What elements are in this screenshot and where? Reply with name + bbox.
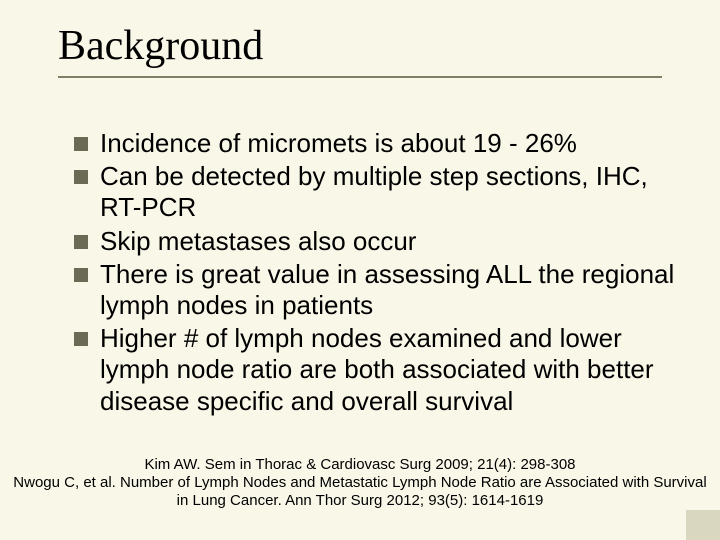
list-item: Incidence of micromets is about 19 - 26% (74, 128, 680, 159)
title-underline (58, 76, 662, 78)
bullet-text: Skip metastases also occur (100, 226, 416, 257)
bullet-text: Incidence of micromets is about 19 - 26% (100, 128, 577, 159)
square-bullet-icon (74, 332, 88, 346)
reference-line: Kim AW. Sem in Thorac & Cardiovasc Surg … (6, 456, 714, 474)
list-item: Higher # of lymph nodes examined and low… (74, 323, 680, 417)
bullet-text: Higher # of lymph nodes examined and low… (100, 323, 680, 417)
square-bullet-icon (74, 235, 88, 249)
list-item: Can be detected by multiple step section… (74, 161, 680, 223)
references-block: Kim AW. Sem in Thorac & Cardiovasc Surg … (0, 456, 720, 510)
bullet-text: Can be detected by multiple step section… (100, 161, 680, 223)
title-block: Background (58, 22, 662, 78)
list-item: Skip metastases also occur (74, 226, 680, 257)
corner-decoration (686, 510, 720, 540)
slide: Background Incidence of micromets is abo… (0, 0, 720, 540)
reference-line: Nwogu C, et al. Number of Lymph Nodes an… (6, 474, 714, 510)
list-item: There is great value in assessing ALL th… (74, 259, 680, 321)
bullet-text: There is great value in assessing ALL th… (100, 259, 680, 321)
bullet-list: Incidence of micromets is about 19 - 26%… (74, 128, 680, 419)
square-bullet-icon (74, 170, 88, 184)
square-bullet-icon (74, 137, 88, 151)
slide-title: Background (58, 22, 662, 70)
square-bullet-icon (74, 268, 88, 282)
